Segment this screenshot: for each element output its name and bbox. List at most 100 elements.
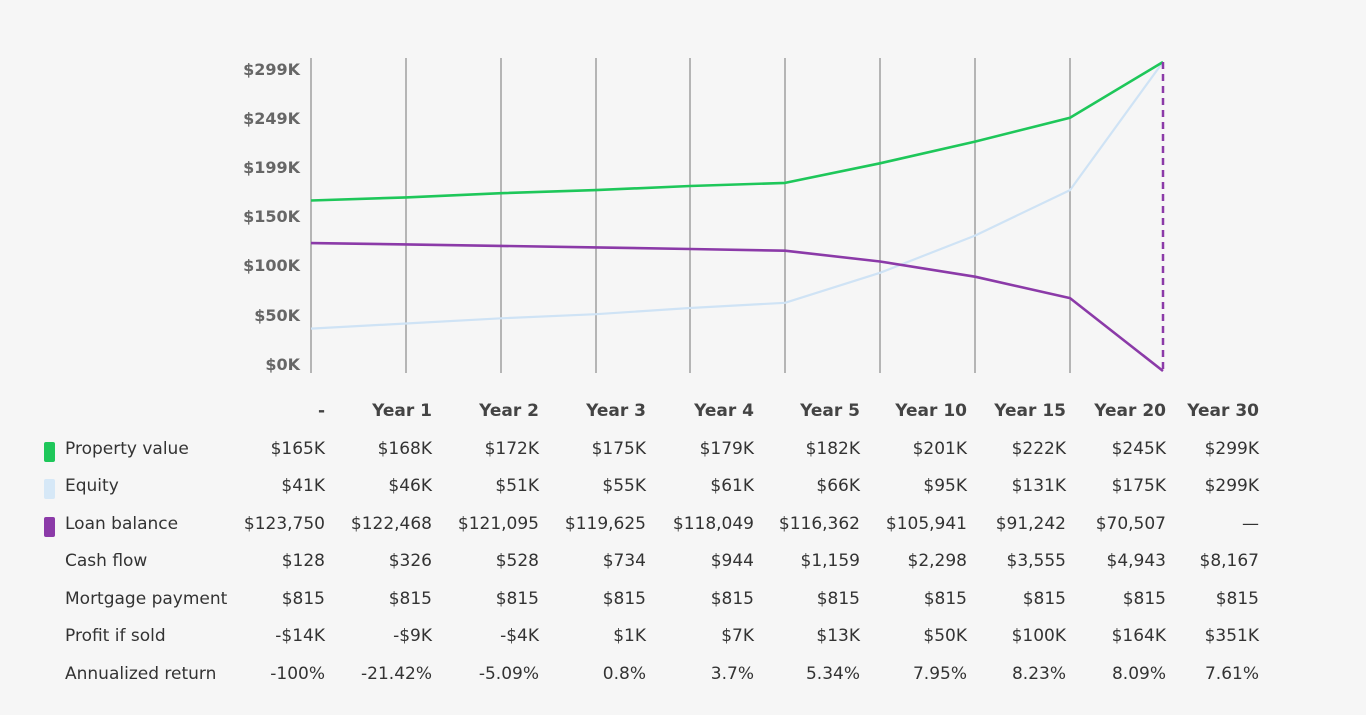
table-cell: $815 [1122, 588, 1166, 609]
table-row: Equity $41K $46K $51K $55K $61K $66K $95K $131K $… [0, 468, 1366, 506]
table-cell: — [1242, 513, 1259, 534]
table-cell: -$4K [500, 626, 539, 646]
table-row: Property value $165K $168K $172K $175K $179K $… [0, 431, 1366, 469]
column-header: Year 3 [586, 401, 646, 421]
table-cell: -21.42% [361, 663, 432, 684]
table-cell: $815 [923, 588, 967, 609]
table-cell: $815 [816, 588, 860, 609]
table-cell: $168K [377, 438, 432, 459]
row-label: Cash flow [65, 551, 148, 571]
table-cell: $165K [270, 438, 325, 459]
y-tick-label: $249K [243, 109, 301, 128]
y-tick-label: $199K [243, 158, 301, 177]
column-header: - [317, 401, 325, 421]
table-cell: $131K [1011, 476, 1066, 496]
row-label: Equity [65, 476, 119, 496]
table-row: Annualized return -100% -21.42% -5.09% 0.8% 3… [0, 656, 1366, 694]
table-cell: $351K [1204, 626, 1259, 646]
table-cell: $815 [602, 588, 646, 609]
table-cell: $222K [1011, 438, 1066, 459]
table-cell: $326 [388, 551, 432, 571]
table-cell: -$14K [275, 626, 325, 646]
row-label: Loan balance [65, 513, 179, 534]
table-cell: $46K [388, 476, 432, 496]
table-cell: $122,468 [350, 513, 432, 534]
table-cell: $8,167 [1199, 551, 1259, 571]
column-header: Year 4 [694, 401, 754, 421]
table-cell: 0.8% [602, 663, 646, 684]
y-tick-label: $150K [243, 207, 301, 226]
table-cell: $119,625 [564, 513, 646, 534]
table-cell: $164K [1111, 626, 1166, 646]
table-cell: $61K [710, 476, 754, 496]
table-cell: $299K [1204, 476, 1259, 496]
table-cell: $50K [923, 626, 967, 646]
table-cell: $70,507 [1095, 513, 1166, 534]
column-header: Year 1 [372, 401, 432, 421]
table-cell: $4,943 [1106, 551, 1166, 571]
y-tick-label: $50K [254, 306, 300, 325]
table-cell: $815 [1215, 588, 1259, 609]
table-cell: $41K [281, 476, 325, 496]
column-header: Year 20 [1094, 401, 1166, 421]
table-row: Cash flow $128 $326 $528 $734 $944 $1,159 $2,29… [0, 543, 1366, 581]
y-tick-label: $0K [265, 355, 300, 374]
table-row: Mortgage payment $815 $815 $815 $815 $815 $815… [0, 581, 1366, 619]
table-cell: $118,049 [672, 513, 754, 534]
table-cell: $175K [1111, 476, 1166, 496]
line-chart: $0K $50K $100K $150K $199K $249K $299K [243, 58, 1165, 374]
table-cell: $66K [816, 476, 860, 496]
table-cell: $55K [602, 476, 646, 496]
table-cell: $51K [495, 476, 539, 496]
table-cell: $815 [710, 588, 754, 609]
table-cell: $815 [388, 588, 432, 609]
column-header: Year 30 [1187, 401, 1259, 421]
table-cell: 8.23% [1011, 663, 1066, 684]
table-row: Loan balance $123,750 $122,468 $121,095 $119… [0, 506, 1366, 544]
chart-canvas: $0K $50K $100K $150K $199K $249K $299K [243, 58, 1165, 374]
table-cell: $91,242 [995, 513, 1066, 534]
table-cell: $734 [602, 551, 646, 571]
table-cell: $2,298 [907, 551, 967, 571]
column-header: Year 5 [800, 401, 860, 421]
legend-swatch [44, 479, 55, 499]
table-cell: $116,362 [778, 513, 860, 534]
table-cell: $123,750 [243, 513, 325, 534]
table-cell: 5.34% [805, 663, 860, 684]
table-cell: 7.61% [1204, 663, 1259, 684]
series-line-loan-balance [310, 241, 1164, 373]
projection-table: - Year 1 Year 2 Year 3 Year 4 Year 5 Year 10 Ye… [0, 393, 1366, 693]
table-cell: $528 [495, 551, 539, 571]
table-cell: $100K [1011, 626, 1066, 646]
series-line-equity [310, 61, 1164, 330]
column-header: Year 2 [479, 401, 539, 421]
row-label: Profit if sold [65, 626, 166, 646]
table-cell: $128 [281, 551, 325, 571]
table-cell: -100% [270, 663, 325, 684]
table-cell: $245K [1111, 438, 1166, 459]
table-cell: $172K [484, 438, 539, 459]
table-cell: $944 [710, 551, 754, 571]
table-cell: $182K [805, 438, 860, 459]
legend-swatch [44, 516, 55, 537]
table-cell: $105,941 [885, 513, 967, 534]
column-header: Year 10 [895, 401, 967, 421]
table-cell: 8.09% [1111, 663, 1166, 684]
table-cell: $179K [699, 438, 754, 459]
legend-swatch [44, 441, 55, 462]
table-cell: $3,555 [1006, 551, 1066, 571]
table-cell: $13K [816, 626, 860, 646]
row-label: Annualized return [65, 663, 217, 684]
table-cell: $815 [1022, 588, 1066, 609]
column-header: Year 15 [994, 401, 1066, 421]
table-cell: $121,095 [457, 513, 539, 534]
table-cell: $815 [495, 588, 539, 609]
table-cell: $175K [591, 438, 646, 459]
table-cell: -5.09% [478, 663, 539, 684]
y-tick-label: $299K [243, 60, 301, 79]
table-cell: 3.7% [710, 663, 754, 684]
table-cell: $201K [912, 438, 967, 459]
table-cell: 7.95% [912, 663, 967, 684]
y-tick-label: $100K [243, 256, 301, 275]
table-cell: $1K [613, 626, 646, 646]
